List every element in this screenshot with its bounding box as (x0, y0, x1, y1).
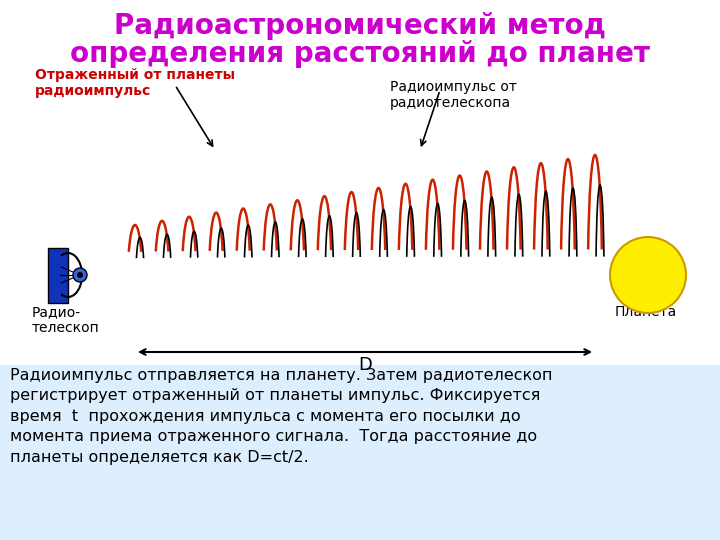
Text: D: D (358, 356, 372, 374)
Bar (0, 365, 720, 540)
Circle shape (77, 272, 83, 278)
Text: Радиоимпульс от
радиотелескопа: Радиоимпульс от радиотелескопа (390, 80, 517, 110)
Text: определения расстояний до планет: определения расстояний до планет (70, 40, 650, 68)
Text: Радио-
телескоп: Радио- телескоп (32, 305, 100, 335)
Text: Отраженный от планеты
радиоимпульс: Отраженный от планеты радиоимпульс (35, 68, 235, 98)
Text: Радиоастрономический метод: Радиоастрономический метод (114, 12, 606, 40)
Bar (48, 247, 68, 302)
Text: Радиоимпульс отправляется на планету. Затем радиотелескоп
регистрирует отраженны: Радиоимпульс отправляется на планету. За… (10, 368, 552, 464)
Circle shape (73, 268, 87, 282)
Circle shape (610, 237, 686, 313)
Text: Планета: Планета (615, 305, 678, 319)
